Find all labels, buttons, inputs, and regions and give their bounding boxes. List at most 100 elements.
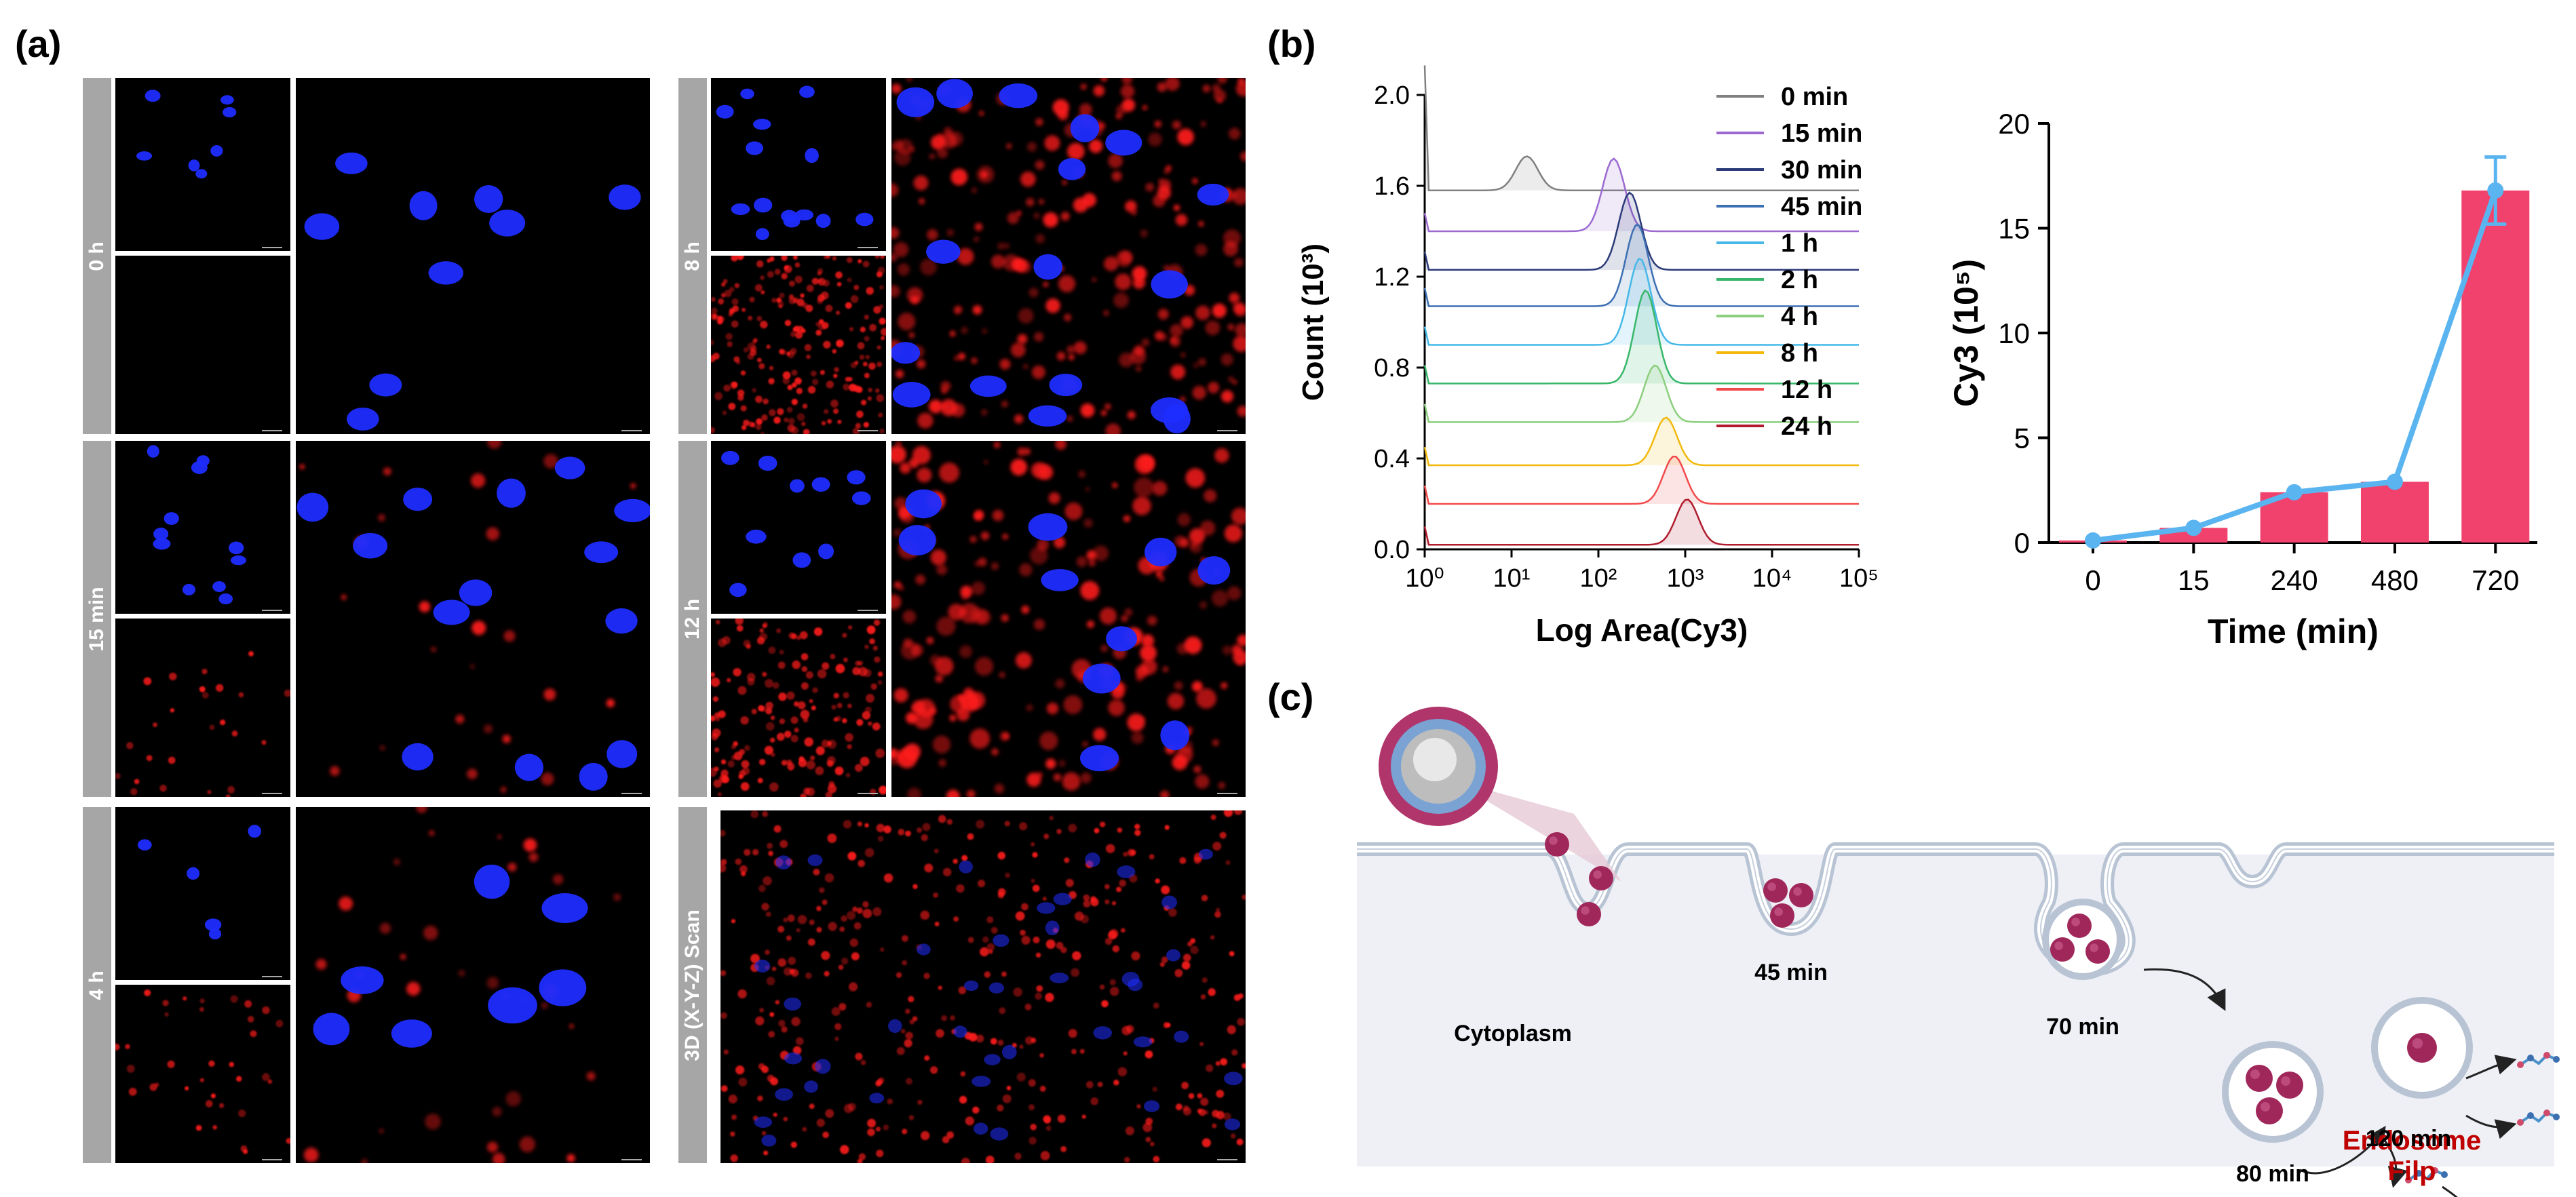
released-molecule-icon bbox=[2517, 1110, 2560, 1126]
cytoplasm-label: Cytoplasm bbox=[1454, 1021, 1572, 1046]
strip-right-0: 8 h bbox=[678, 78, 707, 434]
bar-720 bbox=[2461, 190, 2530, 543]
mic-left-0-merged bbox=[296, 78, 650, 434]
x-tick-label: 480 bbox=[2371, 564, 2419, 596]
legend-label: 45 min bbox=[1781, 193, 1862, 221]
histogram-series-9 bbox=[1423, 498, 1859, 546]
histogram-series-7 bbox=[1423, 416, 1859, 467]
mic-left-1-merged bbox=[296, 441, 650, 797]
cy3-bar-line-chart: 0 5 10 15 20 0 15 240 480 720 Time (min) Cy3 (10⁵) bbox=[1947, 108, 2537, 650]
nanoparticle bbox=[1577, 902, 1601, 926]
strip-left-1: 15 min bbox=[83, 441, 111, 797]
histogram-series-3 bbox=[1423, 224, 1859, 307]
x-tick-label: 10⁵ bbox=[1839, 564, 1879, 593]
mic-left-1-cy3 bbox=[115, 619, 290, 797]
y-tick-label: 0 bbox=[2014, 527, 2030, 559]
time-point-label: 15 min bbox=[85, 586, 108, 652]
y-axis-title: Count (10³) bbox=[1296, 243, 1330, 401]
arrow-icon bbox=[2380, 1135, 2408, 1188]
legend-item: 4 h bbox=[1716, 302, 1818, 331]
time-point-label: 12 h bbox=[681, 598, 704, 640]
panel-b-label: (b) bbox=[1267, 22, 1316, 65]
y-tick-label: 0.0 bbox=[1374, 536, 1410, 564]
legend-item: 15 min bbox=[1716, 119, 1862, 148]
x-tick-label: 0 bbox=[2085, 564, 2100, 596]
legend-item: 45 min bbox=[1716, 193, 1862, 221]
time-point-label: 3D (X-Y-Z) Scan bbox=[681, 909, 704, 1061]
arrow-icon bbox=[2465, 1055, 2517, 1080]
time-label-45min: 45 min bbox=[1754, 960, 1828, 985]
mic-right-1-merged bbox=[891, 441, 1246, 797]
mic-left-1-dapi bbox=[115, 441, 290, 614]
cytoplasm-region bbox=[1357, 855, 2554, 1166]
mic-left-2-merged bbox=[296, 807, 650, 1163]
time-label-120min: 120 min bbox=[2366, 1126, 2452, 1152]
y-tick-label: 10 bbox=[1998, 317, 2030, 349]
nanoparticle bbox=[1789, 883, 1813, 907]
mic-right-1-dapi bbox=[711, 441, 886, 614]
legend-item: 8 h bbox=[1716, 339, 1818, 368]
y-tick-label: 2.0 bbox=[1374, 81, 1410, 110]
nanoparticle bbox=[2246, 1065, 2273, 1092]
legend-item: 24 h bbox=[1716, 412, 1832, 441]
nanoparticle bbox=[1545, 832, 1569, 857]
endosome-80 bbox=[2222, 1041, 2324, 1143]
line-point bbox=[2286, 484, 2303, 501]
nanoparticle bbox=[2085, 939, 2110, 964]
nanoparticle bbox=[2276, 1072, 2303, 1099]
flow-histogram-chart: 0.0 0.4 0.8 1.2 1.6 2.0 10⁰ 10¹ 10² 10³ 10⁴ 10⁵ Log … bbox=[1296, 65, 1879, 648]
released-molecule-icon bbox=[2517, 1052, 2560, 1068]
mic-right-0-cy3 bbox=[711, 256, 886, 434]
histogram-series-6 bbox=[1423, 364, 1859, 423]
legend-label: 0 min bbox=[1781, 83, 1848, 111]
legend-label: 4 h bbox=[1781, 302, 1818, 331]
time-label-80min: 80 min bbox=[2236, 1161, 2309, 1187]
arrow-icon bbox=[2465, 1114, 2517, 1139]
nanoparticle bbox=[1763, 878, 1788, 903]
line-point bbox=[2185, 519, 2202, 536]
legend-item: 2 h bbox=[1716, 266, 1818, 294]
x-tick-label: 10² bbox=[1580, 564, 1617, 593]
y-tick-label: 15 bbox=[1998, 213, 2030, 245]
time-point-label: 4 h bbox=[85, 970, 108, 1000]
filp-label: Filp bbox=[2387, 1156, 2436, 1186]
mic-3d-scan bbox=[720, 810, 1246, 1163]
mic-right-0-merged bbox=[891, 78, 1246, 434]
panel-a-label: (a) bbox=[15, 22, 62, 65]
nanoparticle bbox=[1770, 903, 1794, 928]
line-point bbox=[2487, 182, 2504, 199]
y-tick-label: 20 bbox=[1998, 108, 2030, 140]
y-tick-label: 0.8 bbox=[1374, 354, 1410, 382]
legend-label: 2 h bbox=[1781, 266, 1818, 294]
legend-item: 30 min bbox=[1716, 156, 1862, 184]
arrow-icon bbox=[2299, 1126, 2386, 1175]
x-tick-label: 720 bbox=[2472, 564, 2519, 596]
x-tick-label: 15 bbox=[2178, 564, 2210, 596]
y-tick-label: 1.2 bbox=[1374, 263, 1410, 292]
mic-left-2-cy3 bbox=[115, 985, 290, 1163]
histogram-series-0 bbox=[1423, 65, 1859, 191]
endosome-label: Endosome bbox=[2343, 1126, 2481, 1156]
legend-item: 0 min bbox=[1716, 83, 1848, 111]
nanoparticle bbox=[2256, 1097, 2283, 1124]
bar-480 bbox=[2360, 482, 2429, 543]
nanoparticle bbox=[2067, 914, 2092, 938]
strip-right-1: 12 h bbox=[678, 441, 707, 797]
time-label-70min: 70 min bbox=[2046, 1014, 2119, 1040]
y-axis-title: Cy3 (10⁵) bbox=[1947, 259, 1985, 407]
nanoparticle bbox=[2407, 1033, 2437, 1063]
legend-label: 8 h bbox=[1781, 339, 1818, 368]
arrow-icon bbox=[2442, 1185, 2458, 1197]
nanoparticle bbox=[2050, 937, 2075, 962]
time-point-label: 0 h bbox=[85, 241, 108, 271]
histogram-series-8 bbox=[1423, 456, 1859, 505]
liposome-icon bbox=[1379, 707, 1498, 826]
x-tick-label: 240 bbox=[2271, 564, 2318, 596]
legend-label: 15 min bbox=[1781, 119, 1862, 148]
x-tick-label: 10⁴ bbox=[1752, 564, 1792, 593]
y-tick-label: 1.6 bbox=[1374, 172, 1410, 201]
legend-label: 30 min bbox=[1781, 156, 1862, 184]
mic-left-2-dapi bbox=[115, 807, 290, 980]
x-tick-label: 10⁰ bbox=[1405, 564, 1444, 593]
